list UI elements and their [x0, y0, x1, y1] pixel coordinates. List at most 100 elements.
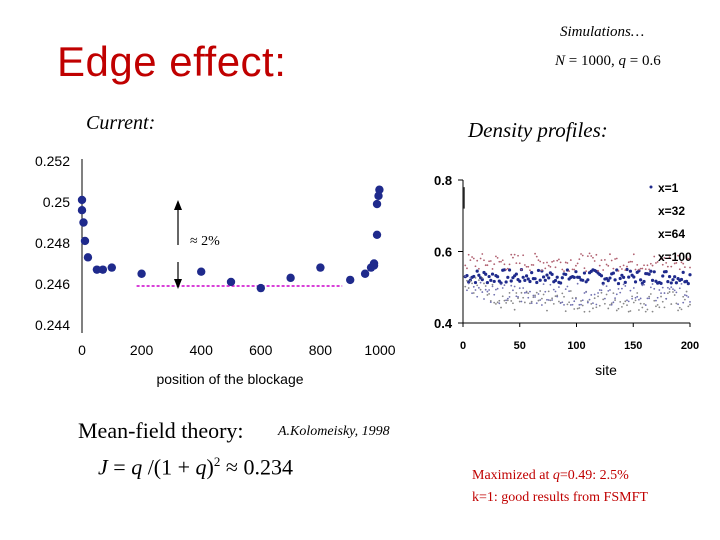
density-point	[527, 296, 530, 299]
density-point	[529, 302, 531, 305]
density-point	[506, 297, 509, 300]
density-point	[515, 292, 518, 294]
density-point	[593, 293, 596, 296]
density-point	[672, 259, 674, 262]
density-point	[644, 310, 647, 313]
density-point	[496, 287, 499, 290]
density-point	[597, 292, 599, 294]
density-point	[622, 283, 625, 286]
density-point	[636, 292, 639, 294]
density-point	[627, 261, 630, 264]
density-point	[660, 295, 662, 298]
density-point	[648, 268, 651, 271]
density-point	[641, 284, 644, 287]
density-point	[646, 297, 649, 300]
density-point	[483, 298, 485, 300]
density-point	[505, 299, 508, 302]
density-point	[621, 305, 623, 308]
density-point	[670, 265, 673, 268]
density-point	[477, 279, 480, 282]
density-point	[544, 290, 547, 293]
density-point	[634, 296, 637, 299]
data-point	[107, 263, 117, 272]
density-point	[627, 300, 630, 303]
density-point	[528, 279, 532, 284]
data-point	[79, 218, 88, 227]
density-point	[649, 269, 653, 273]
density-point	[576, 307, 579, 310]
density-point	[678, 268, 681, 271]
density-point	[530, 263, 533, 266]
density-point	[566, 285, 569, 288]
density-point	[670, 286, 673, 289]
density-point	[476, 259, 479, 262]
density-point	[678, 306, 681, 309]
density-point	[522, 287, 525, 289]
density-point	[512, 289, 514, 292]
density-point	[682, 295, 685, 298]
density-point	[661, 286, 664, 289]
density-point	[681, 270, 685, 274]
density-point	[495, 255, 497, 258]
density-point	[523, 291, 526, 294]
density-point	[675, 302, 678, 305]
density-point	[546, 309, 548, 312]
density-point	[542, 261, 545, 264]
density-point	[634, 268, 637, 271]
density-point	[652, 270, 656, 274]
density-point	[563, 295, 565, 298]
legend-label: x=1	[658, 181, 679, 195]
density-point	[479, 281, 482, 284]
annotation-arrowhead-down	[174, 279, 182, 289]
density-point	[547, 299, 550, 301]
density-point	[655, 262, 657, 264]
density-point	[574, 270, 578, 274]
density-point	[687, 296, 690, 298]
density-point	[639, 267, 642, 270]
density-point	[590, 303, 593, 305]
density-point	[598, 264, 601, 267]
density-point	[547, 264, 550, 267]
density-point	[564, 310, 567, 313]
density-point	[674, 281, 678, 285]
density-point	[612, 267, 615, 270]
density-point	[488, 260, 491, 263]
density-point	[619, 300, 622, 303]
density-point	[641, 267, 644, 270]
density-point	[487, 274, 491, 279]
density-point	[508, 295, 511, 298]
density-point	[689, 266, 691, 269]
density-point	[489, 278, 493, 282]
density-point	[636, 295, 639, 298]
density-point	[671, 278, 675, 282]
density-point	[556, 259, 559, 262]
legend-label: x=32	[658, 204, 685, 218]
density-point	[561, 292, 564, 295]
density-point	[488, 293, 491, 295]
density-point	[539, 299, 542, 301]
density-series-x=100	[464, 275, 691, 306]
density-point	[629, 310, 632, 312]
density-point	[590, 294, 593, 296]
slide-title: Edge effect:	[57, 38, 287, 85]
density-point	[490, 272, 495, 276]
density-point	[615, 293, 618, 296]
density-point	[571, 268, 574, 271]
density-point	[491, 268, 494, 270]
density-point	[643, 264, 645, 267]
density-point	[486, 290, 489, 293]
density-point	[523, 301, 526, 304]
density-point	[534, 296, 536, 298]
density-point	[675, 291, 678, 294]
data-point	[98, 265, 108, 274]
y-tick-label: 0.8	[434, 173, 452, 188]
density-point	[544, 267, 547, 270]
density-point	[568, 290, 571, 292]
density-point	[566, 262, 569, 264]
density-point	[602, 298, 605, 301]
data-point	[375, 185, 384, 194]
density-point	[602, 283, 605, 286]
x-tick-label: 800	[309, 342, 333, 358]
density-point	[607, 264, 610, 267]
